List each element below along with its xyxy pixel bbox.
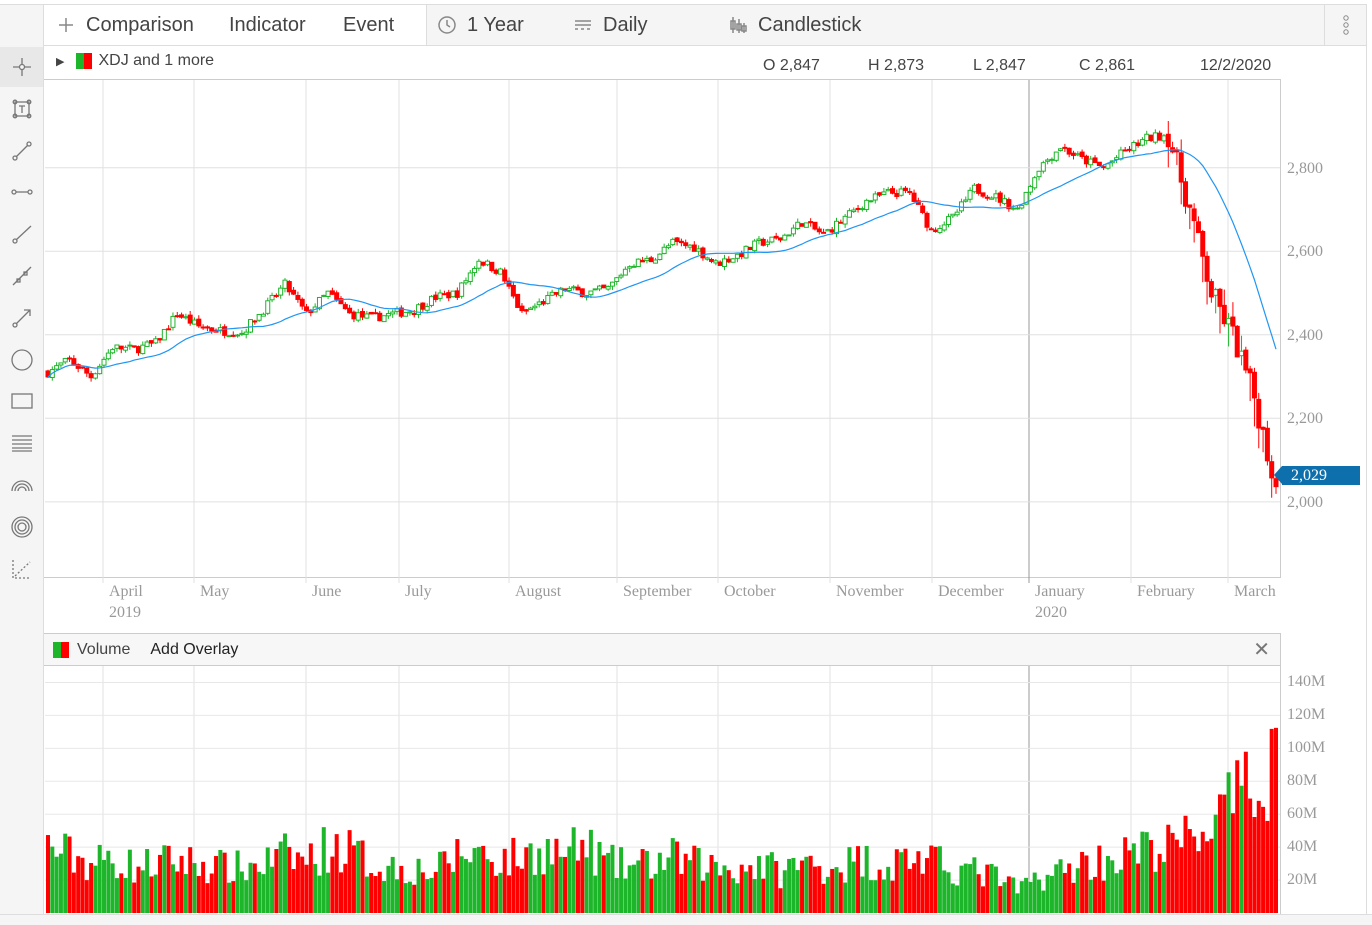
tool-scatter-trend[interactable] xyxy=(0,549,43,589)
circle-icon xyxy=(10,348,33,371)
add-overlay-button[interactable]: Add Overlay xyxy=(150,640,239,658)
tool-fibonacci-retracement[interactable] xyxy=(0,423,43,463)
series-legend[interactable]: ▶ XDJ and 1 more xyxy=(56,52,214,70)
volume-y-tick-label: 120M xyxy=(1287,706,1326,724)
ohlc-open: O 2,847 xyxy=(763,57,820,74)
close-panel-icon[interactable]: ✕ xyxy=(1253,639,1270,661)
comparison-button[interactable]: Comparison xyxy=(56,5,194,45)
tool-rectangle[interactable] xyxy=(0,381,43,421)
horizontal-scrollbar[interactable] xyxy=(0,914,1372,925)
volume-y-tick-label: 40M xyxy=(1287,838,1318,856)
range-label: 1 Year xyxy=(467,13,524,36)
vertical-dots-icon xyxy=(1342,15,1349,35)
more-menu-button[interactable] xyxy=(1324,5,1366,45)
tool-crosshair[interactable] xyxy=(0,47,43,87)
fibonacci-arc-icon xyxy=(10,480,33,492)
comparison-label: Comparison xyxy=(86,13,194,36)
volume-title: Volume xyxy=(77,640,131,658)
scatter-trend-icon xyxy=(11,559,31,579)
x-tick-label: November xyxy=(836,583,904,600)
volume-y-tick-label: 140M xyxy=(1287,673,1326,691)
crosshair-icon xyxy=(12,58,31,76)
y-tick-label: 2,400 xyxy=(1287,326,1323,344)
interval-button[interactable]: Daily xyxy=(573,5,647,45)
continuous-line-icon xyxy=(12,266,31,286)
clock-icon xyxy=(438,16,456,34)
segment-icon xyxy=(11,140,32,161)
x-tick-label-year: 2019 xyxy=(109,604,141,621)
tool-continuous-line[interactable] xyxy=(0,256,43,296)
tool-circle[interactable] xyxy=(0,340,43,380)
indicator-button[interactable]: Indicator xyxy=(229,5,306,45)
price-chart-frame[interactable] xyxy=(44,79,1281,578)
horizontal-segment-icon xyxy=(10,189,33,196)
series-swatch xyxy=(76,53,93,69)
ohlc-close: C 2,861 xyxy=(1079,57,1136,74)
volume-panel-header: Volume Add Overlay ✕ xyxy=(44,633,1281,666)
top-toolbar: Comparison Indicator Event 1 Year Daily … xyxy=(44,4,1366,46)
y-tick-label: 2,600 xyxy=(1287,243,1323,261)
text-annotation-icon xyxy=(12,99,31,119)
x-tick-label: August xyxy=(515,583,562,600)
tool-horizontal-segment[interactable] xyxy=(0,172,43,212)
x-tick-label: July xyxy=(405,583,432,600)
x-tick-label: October xyxy=(724,583,776,600)
series-label: XDJ and 1 more xyxy=(98,52,215,69)
rectangle-icon xyxy=(10,393,33,410)
arrow-icon xyxy=(11,309,31,328)
x-tick-label: June xyxy=(312,583,342,600)
candlestick-icon xyxy=(730,17,747,33)
tool-segment[interactable] xyxy=(0,131,43,171)
volume-swatch xyxy=(53,641,69,658)
tool-arrow[interactable] xyxy=(0,298,43,338)
fibonacci-retracement-icon xyxy=(11,435,32,452)
x-tick-label: February xyxy=(1137,583,1195,600)
plus-icon xyxy=(59,18,73,32)
volume-chart-frame xyxy=(44,666,1281,914)
x-tick-label: March xyxy=(1234,583,1276,600)
ohlc-high: H 2,873 xyxy=(868,57,925,74)
x-tick-label: May xyxy=(200,583,230,600)
chart-type-label: Candlestick xyxy=(758,13,862,36)
chart-type-button[interactable]: Candlestick xyxy=(728,5,861,45)
x-tick-label: December xyxy=(938,583,1004,600)
ohlc-date: 12/2/2020 xyxy=(1200,57,1272,74)
tool-ray[interactable] xyxy=(0,214,43,254)
drawing-toolbar xyxy=(0,4,44,925)
x-tick-label: September xyxy=(623,583,692,600)
interval-label: Daily xyxy=(603,13,648,36)
ray-icon xyxy=(11,225,31,244)
x-tick-label-year: 2020 xyxy=(1035,604,1067,621)
y-tick-label: 2,800 xyxy=(1287,159,1323,177)
interval-icon xyxy=(575,20,591,30)
event-label: Event xyxy=(343,13,395,36)
last-price-tag: 2,029 xyxy=(1274,466,1360,485)
indicator-label: Indicator xyxy=(229,13,306,36)
volume-y-tick-label: 100M xyxy=(1287,739,1326,757)
y-tick-label: 2,200 xyxy=(1287,410,1323,428)
x-tick-label: January xyxy=(1035,583,1085,600)
fibonacci-circle-icon xyxy=(10,516,33,538)
volume-y-tick-label: 80M xyxy=(1287,772,1318,790)
tool-fibonacci-arc[interactable] xyxy=(0,465,43,505)
volume-y-tick-label: 20M xyxy=(1287,871,1318,889)
tool-text-annotation[interactable] xyxy=(0,89,43,129)
x-tick-label: April xyxy=(109,583,143,600)
volume-y-tick-label: 60M xyxy=(1287,805,1318,823)
y-tick-label: 2,000 xyxy=(1287,493,1323,511)
ohlc-low: L 2,847 xyxy=(973,57,1026,74)
range-button[interactable]: 1 Year xyxy=(437,5,524,45)
tool-fibonacci-circle[interactable] xyxy=(0,507,43,547)
expand-triangle-icon[interactable]: ▶ xyxy=(56,55,65,68)
event-button[interactable]: Event xyxy=(343,5,394,45)
